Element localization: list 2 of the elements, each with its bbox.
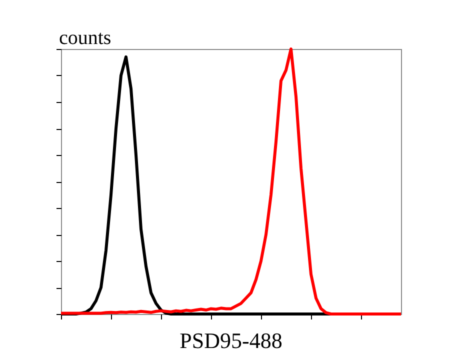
y-axis-title: counts bbox=[59, 27, 112, 49]
x-axis-title: PSD95-488 bbox=[180, 328, 282, 353]
